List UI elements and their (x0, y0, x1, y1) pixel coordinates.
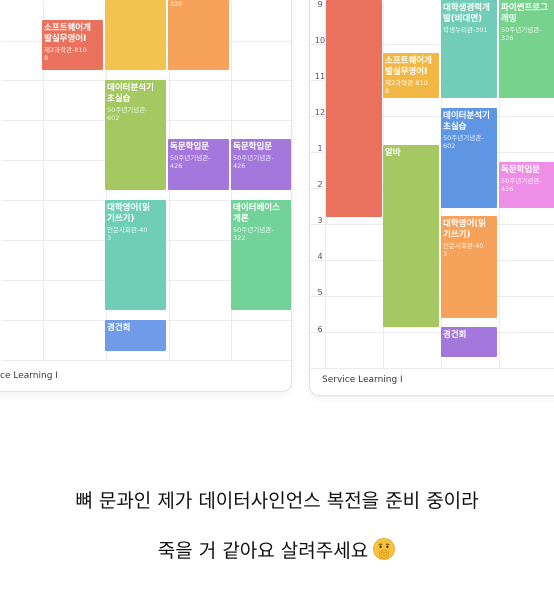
course-block[interactable]: 대학생경력개 발(비대면) 학생누리관-301 (441, 0, 497, 98)
caption-line-2: 죽을 거 같아요 살려주세요 (0, 536, 554, 566)
course-block[interactable]: 경건회 (441, 327, 497, 357)
hour-label: 5 (317, 288, 323, 297)
course-block[interactable]: 데이터베이스 개론 50주년기념관- 322 (231, 200, 291, 310)
course-block[interactable]: 독문학입문 50주년기념관- 426 (231, 139, 291, 190)
hour-label: 1 (317, 144, 323, 153)
course-block[interactable]: 대학영어(읽 기쓰기) 인문사회관-40 3 (441, 216, 497, 318)
shushing-face-icon (372, 537, 396, 566)
course-block[interactable]: 소프트웨어개 발실무영어I 제2과학관-810 8 (383, 53, 439, 98)
hour-label: 12 (314, 108, 326, 117)
left-timetable-footer[interactable]: ce Learning I (0, 371, 58, 381)
hour-label: 9 (317, 0, 323, 9)
course-block[interactable]: 326 (168, 0, 229, 70)
course-block[interactable]: 대학영어(읽 기쓰기) 인문사회관-40 3 (105, 200, 166, 310)
hour-label: 6 (317, 325, 323, 334)
course-block[interactable] (105, 0, 166, 70)
caption-line-2-text: 죽을 거 같아요 살려주세요 (157, 540, 369, 562)
course-block[interactable] (326, 0, 382, 217)
right-timetable-footer[interactable]: Service Learning I (322, 375, 403, 385)
hour-label: 10 (314, 36, 326, 45)
course-block[interactable]: 파이썬프로그 래밍 50주년기념관- 326 (499, 0, 554, 98)
course-block[interactable]: 독문학입문 50주년기념관- 426 (168, 139, 229, 190)
hour-label: 4 (317, 252, 323, 261)
course-block[interactable]: 데이터분석기 초실습 50주년기념관- 602 (441, 108, 497, 208)
course-block[interactable]: 데이터분석기 초실습 50주년기념관- 602 (105, 80, 166, 190)
course-block[interactable]: 경건회 (105, 320, 166, 351)
caption-line-1: 뼈 문과인 제가 데이터사인언스 복전을 준비 중이라 (75, 490, 479, 512)
course-block[interactable]: 소프트웨어개 발실무영어I 제2과학관-810 8 (42, 20, 103, 70)
course-block[interactable]: 알바 (383, 145, 439, 327)
hour-label: 11 (314, 72, 326, 81)
course-block[interactable]: 독문학입문 50주년기념관- 426 (499, 162, 554, 208)
hour-label: 2 (317, 180, 323, 189)
hour-label: 3 (317, 216, 323, 225)
